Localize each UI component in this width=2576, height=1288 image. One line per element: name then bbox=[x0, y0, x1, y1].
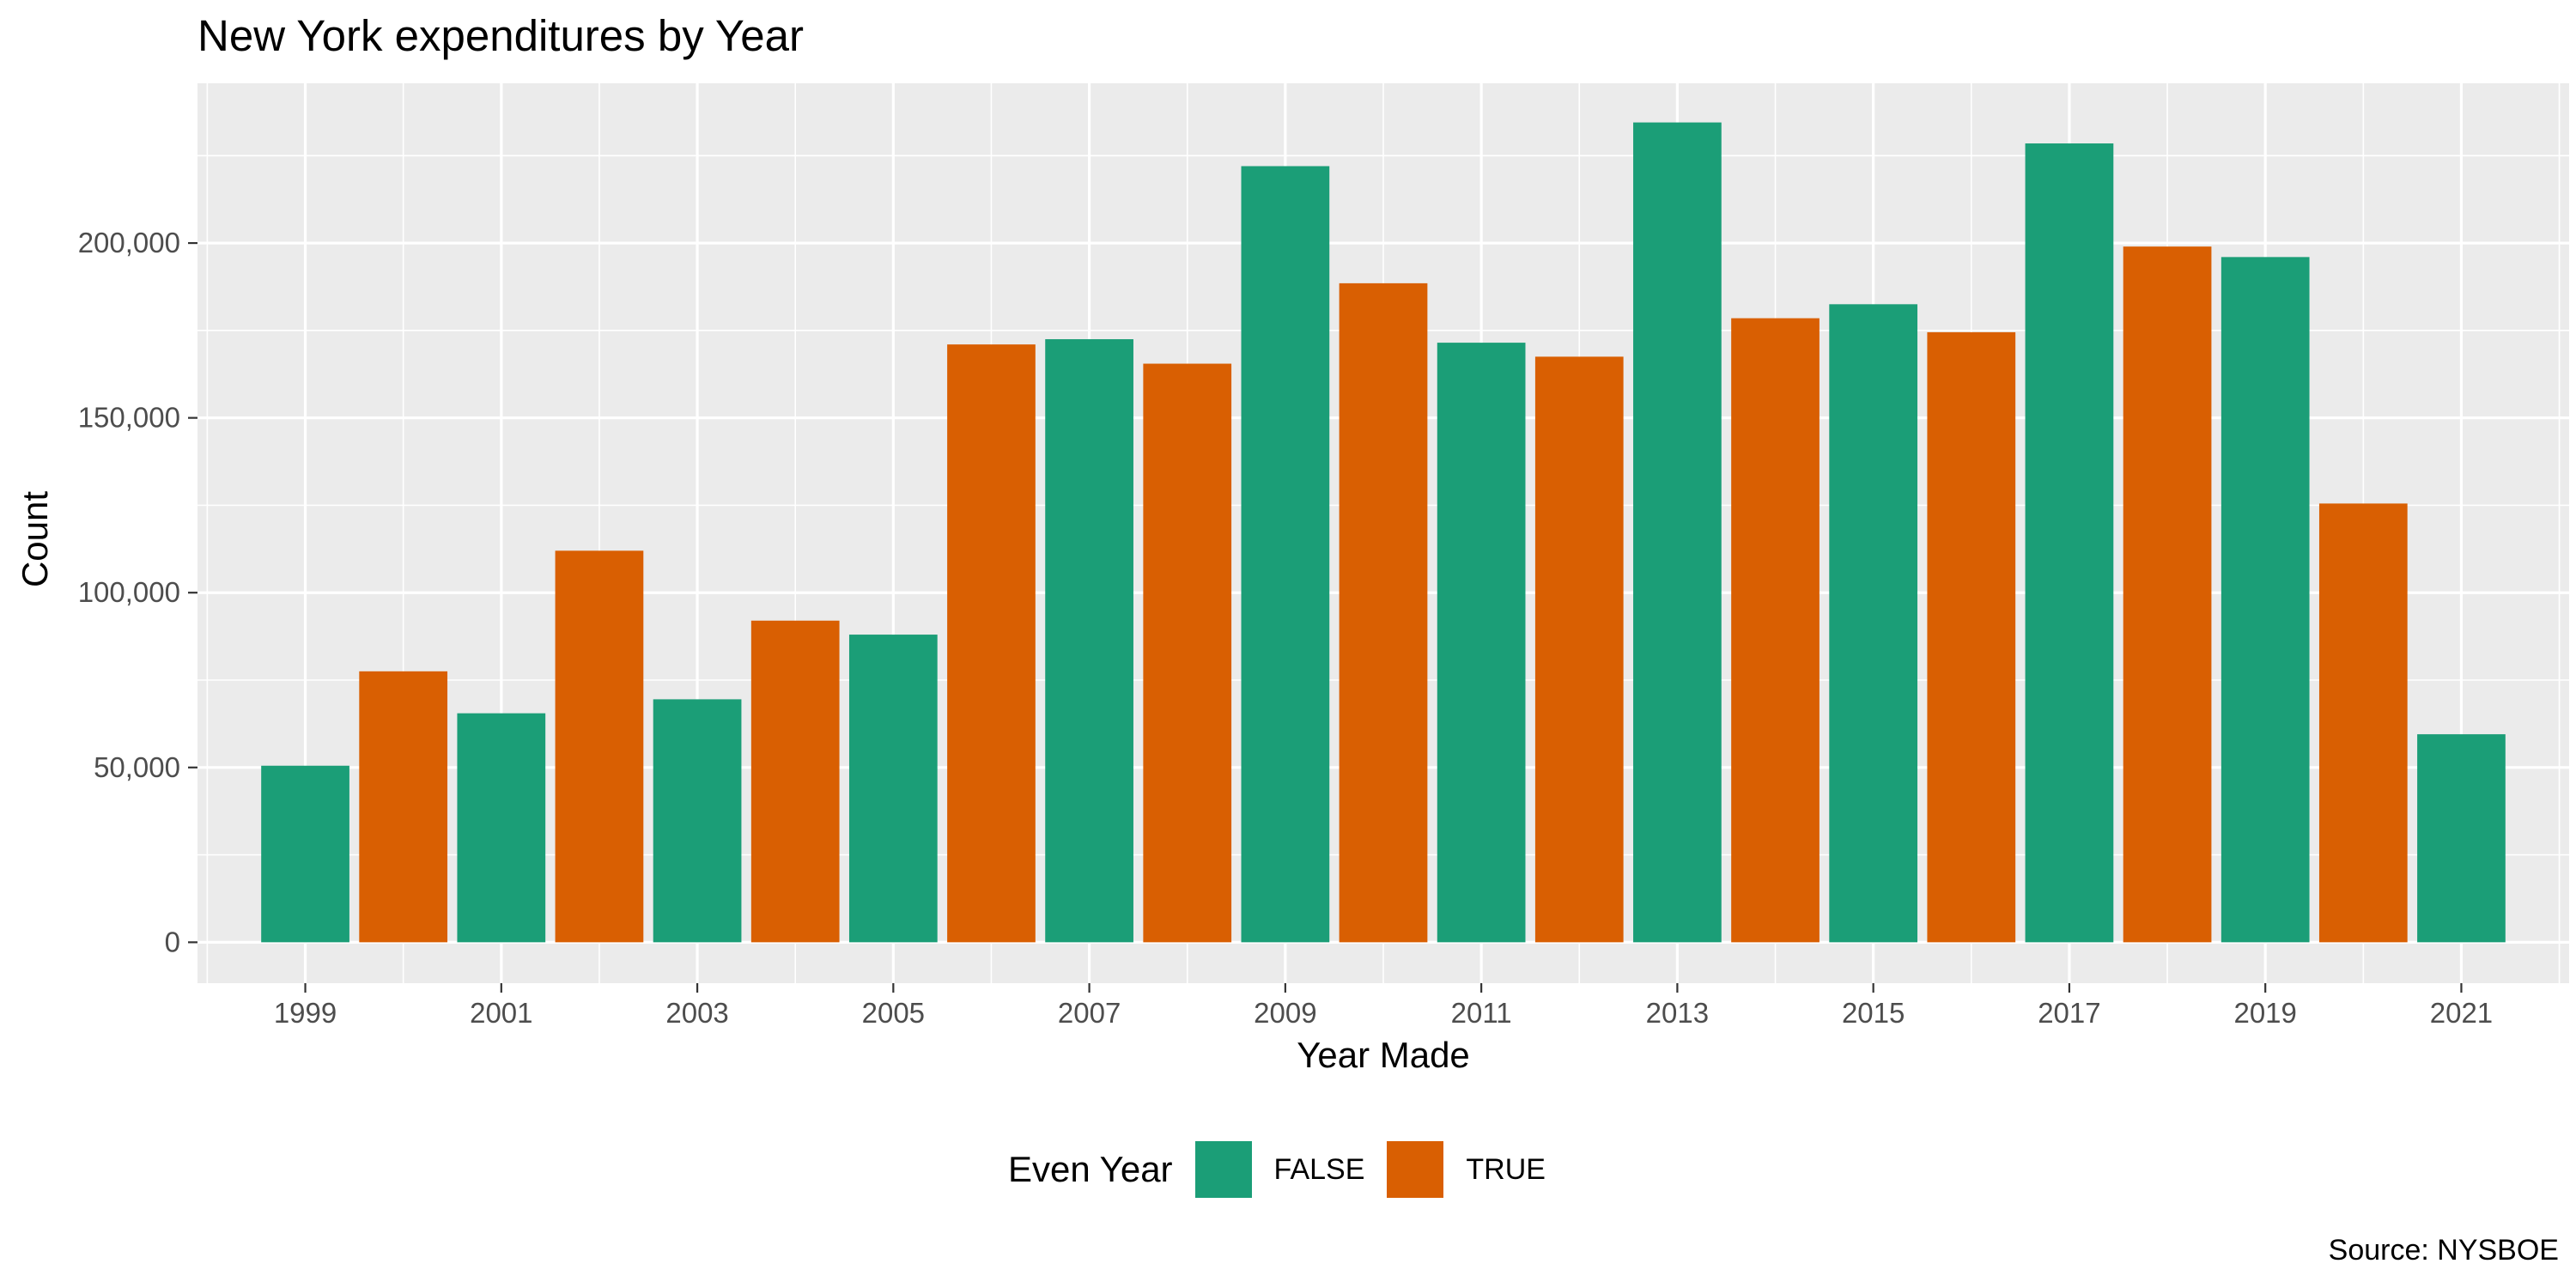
legend: Even Year FALSE TRUE bbox=[0, 1135, 2576, 1204]
bar-2013 bbox=[1633, 122, 1722, 943]
y-tick-label: 100,000 bbox=[78, 576, 180, 608]
x-tick-label: 1999 bbox=[274, 997, 337, 1029]
x-tick-label: 2021 bbox=[2430, 997, 2493, 1029]
bar-2017 bbox=[2025, 143, 2114, 943]
x-tick-label: 2011 bbox=[1451, 997, 1512, 1029]
legend-swatch-false bbox=[1194, 1141, 1252, 1198]
x-tick-label: 2017 bbox=[2038, 997, 2100, 1029]
bar-2009 bbox=[1241, 166, 1330, 943]
x-tick-label: 2019 bbox=[2233, 997, 2296, 1029]
bar-2014 bbox=[1731, 318, 1820, 943]
y-tick-label: 150,000 bbox=[78, 402, 180, 434]
y-axis-title: Count bbox=[15, 491, 55, 587]
legend-swatch-true bbox=[1387, 1141, 1444, 1198]
bar-2007 bbox=[1045, 339, 1133, 943]
x-axis-title: Year Made bbox=[1297, 1035, 1470, 1075]
x-tick-label: 2001 bbox=[470, 997, 532, 1029]
bar-2005 bbox=[848, 635, 938, 943]
bar-2012 bbox=[1534, 356, 1624, 943]
legend-item-true: TRUE bbox=[1387, 1141, 1546, 1198]
y-tick-label: 200,000 bbox=[78, 227, 180, 258]
x-tick-label: 2013 bbox=[1646, 997, 1709, 1029]
x-tick-label: 2005 bbox=[862, 997, 925, 1029]
legend-label-false: FALSE bbox=[1273, 1152, 1365, 1186]
bar-2019 bbox=[2221, 257, 2310, 943]
bar-2020 bbox=[2318, 503, 2408, 943]
x-tick-label: 2003 bbox=[665, 997, 728, 1029]
bar-2008 bbox=[1143, 363, 1232, 943]
bar-2018 bbox=[2123, 246, 2212, 943]
chart-caption: Source: NYSBOE bbox=[2328, 1234, 2559, 1267]
bar-2001 bbox=[457, 713, 546, 943]
legend-label-true: TRUE bbox=[1466, 1152, 1546, 1186]
x-tick-label: 2015 bbox=[1842, 997, 1905, 1029]
bar-2000 bbox=[359, 671, 448, 943]
bar-2006 bbox=[947, 344, 1036, 943]
legend-title: Even Year bbox=[1008, 1149, 1173, 1189]
y-tick-label: 0 bbox=[165, 926, 180, 957]
x-tick-label: 2009 bbox=[1254, 997, 1316, 1029]
bar-2004 bbox=[750, 620, 840, 943]
bar-2002 bbox=[555, 550, 644, 943]
bar-2011 bbox=[1437, 343, 1526, 943]
chart-title: New York expenditures by Year bbox=[197, 11, 804, 60]
bar-2015 bbox=[1829, 304, 1918, 943]
bar-2016 bbox=[1927, 331, 2016, 943]
legend-item-false: FALSE bbox=[1194, 1141, 1365, 1198]
y-tick-label: 50,000 bbox=[94, 751, 180, 783]
bar-2010 bbox=[1339, 283, 1428, 943]
bar-2021 bbox=[2417, 734, 2506, 943]
x-tick-label: 2007 bbox=[1058, 997, 1121, 1029]
bar-2003 bbox=[653, 699, 742, 943]
bar-1999 bbox=[261, 765, 349, 943]
